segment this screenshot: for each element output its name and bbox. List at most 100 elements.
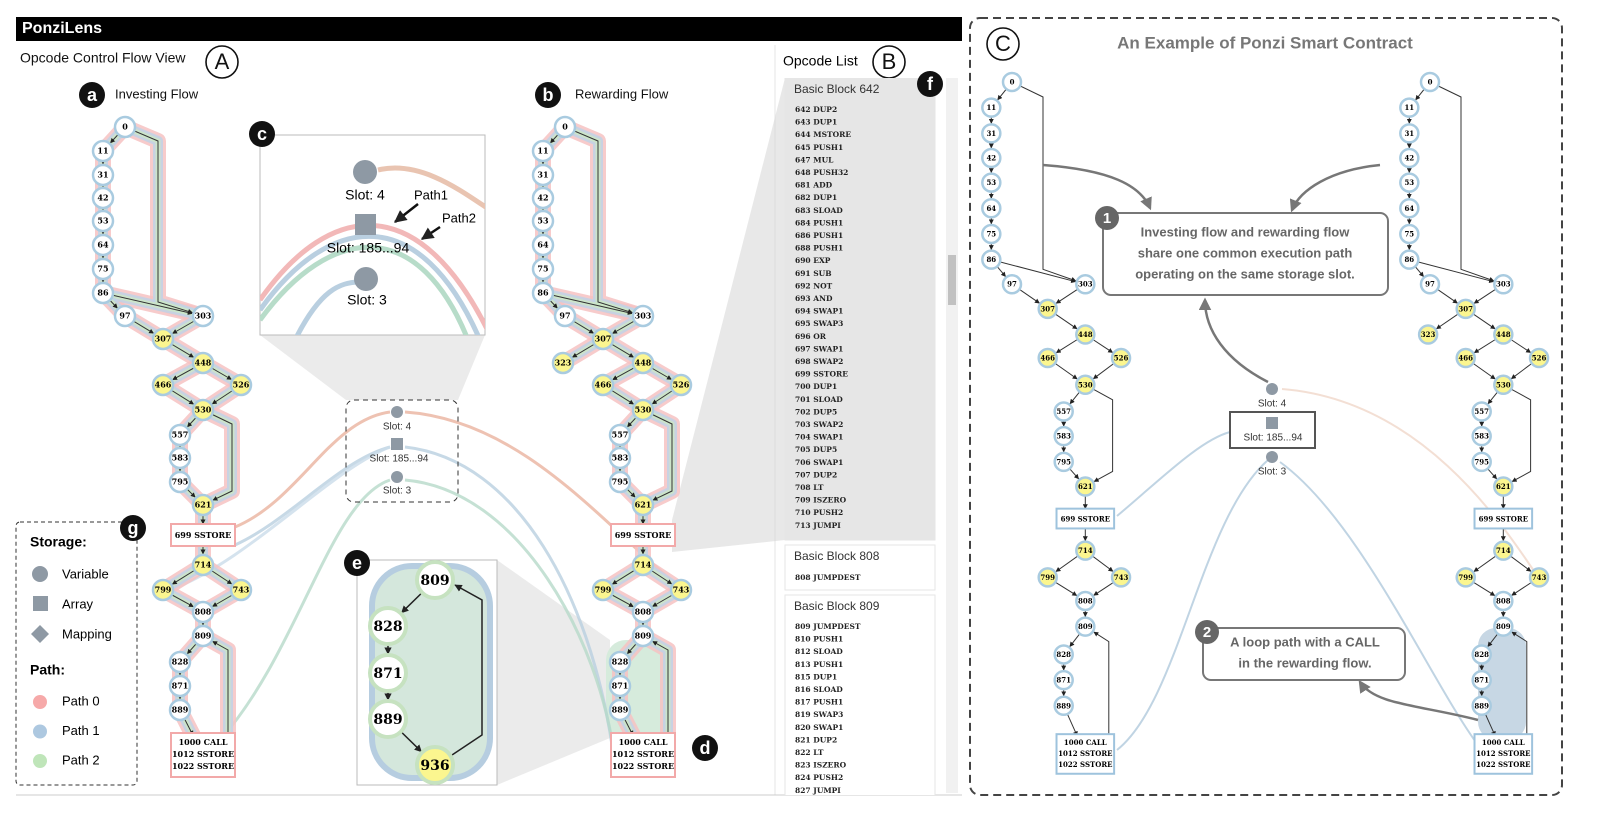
opcode-item: 698 SWAP2 — [795, 357, 843, 366]
badge-letter: f — [927, 74, 934, 94]
flow-node — [1493, 273, 1514, 295]
app-title: PonziLens — [22, 20, 102, 37]
opcode-item: 692 NOT — [795, 281, 833, 290]
node-label: 871 — [1474, 676, 1489, 685]
node-label: 448 — [635, 358, 652, 368]
node-label: 621 — [635, 500, 652, 510]
badge — [205, 45, 239, 79]
flow-node — [191, 398, 215, 422]
node-label: 466 — [1040, 354, 1055, 363]
flow-node — [669, 373, 693, 397]
flow-node — [531, 281, 555, 305]
flow-node — [1493, 476, 1514, 497]
flow-node — [531, 186, 555, 210]
legend-label: Path 1 — [62, 723, 100, 738]
box-line: 1000 CALL — [1482, 738, 1525, 747]
flow-node — [1075, 476, 1096, 497]
node-label: 828 — [1474, 650, 1489, 659]
scroll-thumb[interactable] — [948, 255, 956, 305]
flow-node — [1493, 590, 1514, 612]
flow-box — [610, 523, 676, 547]
node-label: 307 — [1458, 304, 1473, 313]
annotation-text: A loop path with a CALL — [1230, 634, 1380, 649]
node-label: 714 — [635, 560, 652, 570]
slot-label: Slot: 4 — [1258, 399, 1287, 410]
flow-node — [1419, 273, 1441, 295]
flow-node — [415, 560, 455, 600]
flow-node — [1053, 425, 1074, 447]
node-label: 466 — [595, 380, 612, 390]
opcode-item: 688 PUSH1 — [795, 244, 843, 253]
legend-box — [15, 521, 138, 786]
flow-node — [168, 470, 192, 494]
opcode-item: 703 SWAP2 — [795, 420, 843, 429]
flow-edge — [1409, 259, 1495, 283]
node-label: 809 — [1078, 622, 1093, 631]
badge-letter: b — [543, 85, 554, 105]
block-title: Basic Block 808 — [794, 549, 880, 563]
flow-node — [608, 423, 632, 447]
node-label: 323 — [555, 358, 572, 368]
node-label: 303 — [195, 311, 212, 321]
flow-node — [168, 650, 192, 674]
opcode-item: 643 DUP1 — [795, 118, 837, 127]
flow-node — [608, 674, 632, 698]
flow-node — [168, 423, 192, 447]
flow-node — [151, 578, 175, 602]
node-label: 323 — [1421, 330, 1436, 339]
opcode-item: 708 LT — [795, 483, 824, 492]
opcode-item: 808 JUMPDEST — [795, 573, 861, 582]
node-label: 75 — [1404, 229, 1414, 238]
node-label: 42 — [537, 193, 548, 203]
flow-node — [91, 139, 115, 163]
slot-label: Slot: 185...94 — [370, 454, 429, 465]
opcode-item: 682 DUP1 — [795, 193, 837, 202]
flow-node — [1037, 298, 1058, 320]
legend-symbol — [33, 724, 47, 739]
zoom-path — [294, 279, 361, 335]
zoom-path — [260, 234, 481, 335]
flow-box — [610, 732, 676, 778]
flow-node — [1053, 695, 1074, 717]
storage-link — [404, 478, 617, 761]
opcode-item: 809 JUMPDEST — [795, 622, 861, 631]
storage-link — [1279, 461, 1479, 746]
node-label: 307 — [595, 334, 612, 344]
node-label: 42 — [986, 153, 996, 162]
flow-node — [191, 493, 215, 517]
flow-node — [168, 446, 192, 470]
flow-node — [1471, 425, 1492, 447]
flow-node — [1493, 374, 1514, 396]
flow-edge — [1011, 81, 1077, 282]
annotation-text: share one common execution path — [1138, 245, 1353, 260]
flow-node — [1399, 97, 1420, 118]
flow-node — [1075, 324, 1096, 345]
annotation-arrow — [1358, 679, 1479, 722]
flow-node — [1075, 540, 1096, 561]
opcode-item: 647 MUL — [795, 155, 834, 164]
node-label: 526 — [673, 380, 690, 390]
opcode-item: 696 OR — [795, 332, 827, 341]
flow-node — [1528, 567, 1550, 588]
opcode-item: 693 AND — [795, 294, 833, 303]
node-label: 871 — [373, 666, 402, 682]
flow-edge — [124, 126, 193, 314]
flow-node — [1399, 172, 1420, 193]
box-line: 1022 SSTORE — [172, 761, 234, 771]
opcode-item: 704 SWAP1 — [795, 433, 843, 442]
flow-node — [191, 304, 215, 328]
slot-label: Slot: 3 — [347, 292, 387, 308]
flow-node — [151, 327, 175, 351]
slot-label: Slot: 4 — [383, 422, 412, 433]
badge-letter: e — [352, 553, 362, 573]
node-label: 530 — [635, 405, 652, 415]
box-line: 1000 CALL — [1064, 738, 1107, 747]
flow-node — [91, 163, 115, 187]
opcode-item: 710 PUSH2 — [795, 508, 843, 517]
node-label: 307 — [155, 334, 172, 344]
box-label: 699 SSTORE — [615, 530, 672, 540]
path-halo — [117, 119, 211, 324]
flow-box — [1473, 733, 1534, 775]
flow-node — [631, 624, 655, 648]
